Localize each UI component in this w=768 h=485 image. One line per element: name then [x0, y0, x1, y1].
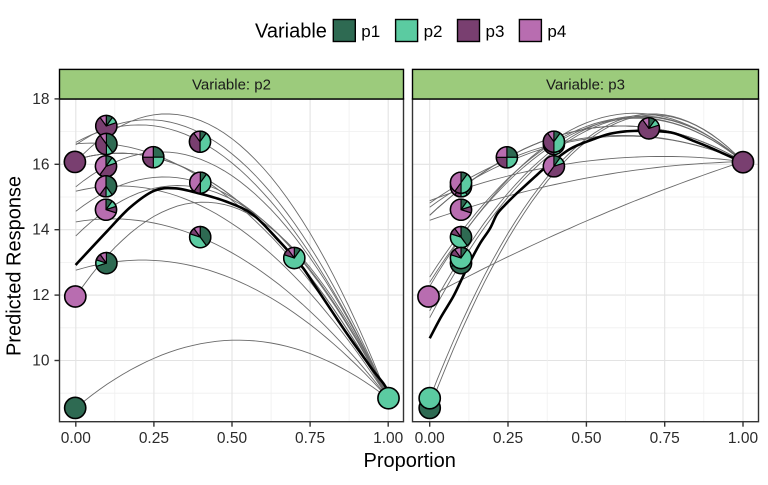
svg-text:Predicted Response: Predicted Response	[4, 176, 26, 356]
svg-text:p1: p1	[361, 22, 380, 41]
svg-text:p4: p4	[547, 22, 566, 41]
svg-text:18: 18	[32, 91, 49, 108]
svg-text:0.00: 0.00	[415, 430, 446, 447]
svg-text:0.75: 0.75	[650, 430, 680, 447]
svg-text:p2: p2	[424, 22, 443, 41]
svg-text:0.25: 0.25	[493, 430, 523, 447]
svg-text:1.00: 1.00	[373, 430, 404, 447]
svg-text:p3: p3	[486, 22, 505, 41]
svg-text:10: 10	[32, 353, 50, 370]
svg-text:14: 14	[32, 222, 50, 239]
svg-text:16: 16	[32, 156, 49, 173]
svg-text:0.75: 0.75	[295, 430, 325, 447]
svg-text:0.00: 0.00	[61, 430, 92, 447]
svg-text:0.50: 0.50	[571, 430, 602, 447]
svg-text:Variable: p2: Variable: p2	[192, 77, 271, 94]
svg-text:1.00: 1.00	[728, 430, 759, 447]
svg-text:12: 12	[32, 287, 49, 304]
svg-text:Variable: Variable	[255, 21, 327, 43]
svg-text:0.25: 0.25	[139, 430, 169, 447]
svg-text:0.50: 0.50	[217, 430, 248, 447]
svg-text:Variable: p3: Variable: p3	[546, 77, 625, 94]
svg-text:Proportion: Proportion	[364, 450, 456, 472]
